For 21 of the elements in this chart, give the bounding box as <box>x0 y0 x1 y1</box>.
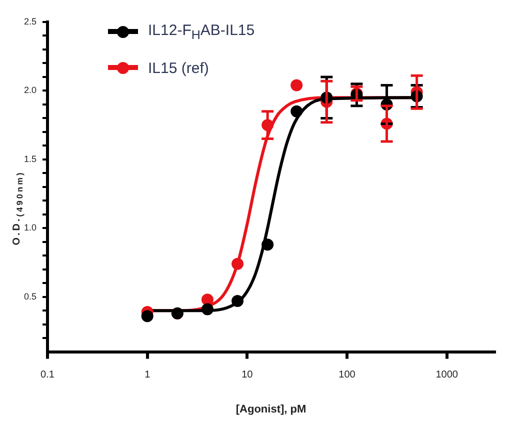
point <box>141 310 154 322</box>
y-tick-label: 1.0 <box>24 222 37 233</box>
x-tick-label: 1 <box>144 370 151 381</box>
y-tick-label: 2.5 <box>24 16 37 26</box>
legend-label: IL12-F$_{H}$AB-IL15 <box>148 22 255 42</box>
point <box>290 105 303 118</box>
point <box>201 294 214 306</box>
x-tick-label: 1000 <box>436 370 458 381</box>
x-axis-title: [Agonist], pM <box>236 403 306 416</box>
y-tick-label: 2.0 <box>24 85 37 96</box>
legend-label: IL15 (ref) <box>148 60 209 76</box>
point <box>232 258 244 270</box>
point <box>290 79 303 92</box>
x-tick-label: 100 <box>338 370 356 381</box>
y-tick-label: 1.5 <box>24 154 37 164</box>
x-tick-label: 10 <box>242 370 254 381</box>
point <box>201 303 214 316</box>
point <box>232 294 244 307</box>
x-tick-label: 0.1 <box>40 370 55 381</box>
point <box>262 238 274 251</box>
y-tick-label: 0.5 <box>24 291 37 302</box>
